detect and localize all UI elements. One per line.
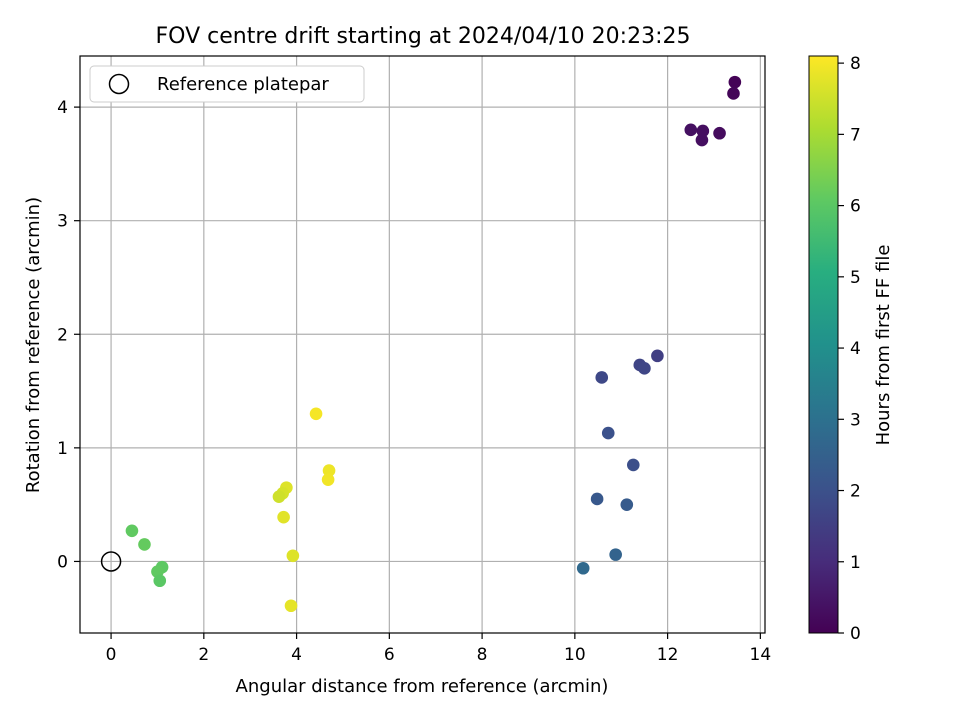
colorbar-ticks: 0 1 2 3 4 5 6 7 8 — [838, 54, 861, 644]
x-tick-label: 6 — [384, 645, 395, 665]
colorbar-tick-label: 0 — [850, 624, 861, 644]
chart-title: FOV centre drift starting at 2024/04/10 … — [156, 24, 691, 49]
colorbar-tick-label: 7 — [850, 125, 861, 145]
scatter-point — [728, 75, 742, 89]
colorbar-tick-label: 2 — [850, 482, 861, 502]
scatter-point — [153, 574, 167, 588]
scatter-point — [125, 524, 139, 538]
colorbar-tick-label: 3 — [850, 410, 861, 430]
x-axis-label: Angular distance from reference (arcmin) — [236, 676, 609, 697]
colorbar-tick-label: 4 — [850, 339, 861, 359]
legend-marker-icon — [108, 73, 130, 95]
scatter-point — [651, 349, 664, 363]
scatter-point — [590, 492, 604, 506]
scatter-point — [576, 561, 590, 575]
y-tick-label: 2 — [57, 325, 68, 345]
legend: Reference platepar — [89, 65, 365, 103]
scatter-point — [684, 123, 698, 137]
x-axis-ticks: 0 2 4 6 8 10 12 14 — [106, 633, 772, 665]
scatter-point — [272, 490, 286, 504]
colorbar-tick-label: 6 — [850, 197, 861, 217]
plot-frame — [79, 55, 766, 634]
scatter-point — [638, 362, 651, 375]
scatter-point — [321, 473, 335, 486]
x-tick-label: 4 — [291, 645, 302, 665]
y-tick-label: 3 — [57, 212, 68, 232]
reference-platepar-marker — [100, 551, 122, 572]
colorbar: 0 1 2 3 4 5 6 7 8 Hours from first FF file — [808, 54, 894, 644]
scatter-point — [713, 126, 726, 140]
scatter-point — [286, 549, 300, 563]
scatter-point — [595, 371, 609, 384]
colorbar-tick-label: 8 — [850, 54, 861, 74]
y-tick-label: 1 — [57, 439, 68, 459]
scatter-point — [695, 133, 709, 147]
data-points — [125, 75, 742, 613]
y-tick-label: 0 — [57, 552, 68, 572]
y-tick-label: 4 — [57, 98, 68, 118]
grid-lines — [80, 56, 765, 633]
scatter-point — [309, 407, 323, 421]
scatter-point — [696, 124, 710, 138]
x-tick-label: 12 — [657, 645, 679, 665]
scatter-point — [601, 426, 615, 440]
x-tick-label: 0 — [106, 645, 117, 665]
colorbar-gradient — [808, 55, 839, 634]
legend-entry-reference-platepar: Reference platepar — [157, 74, 329, 95]
scatter-point — [727, 87, 740, 100]
y-axis-label: Rotation from reference (arcmin) — [23, 197, 44, 493]
y-axis-ticks: 0 1 2 3 4 — [57, 98, 80, 572]
x-tick-label: 10 — [564, 645, 586, 665]
x-tick-label: 14 — [750, 645, 772, 665]
scatter-point — [284, 599, 298, 613]
scatter-point — [138, 538, 151, 551]
scatter-point — [626, 458, 640, 472]
scatter-point — [609, 548, 622, 561]
x-tick-label: 8 — [477, 645, 488, 665]
colorbar-label: Hours from first FF file — [873, 245, 894, 446]
scatter-point — [620, 498, 634, 511]
x-tick-label: 2 — [198, 645, 209, 665]
colorbar-tick-label: 1 — [850, 553, 861, 573]
colorbar-tick-label: 5 — [850, 268, 861, 288]
legend-box — [89, 65, 365, 103]
scatter-point — [322, 464, 336, 477]
scatter-point — [277, 510, 290, 524]
